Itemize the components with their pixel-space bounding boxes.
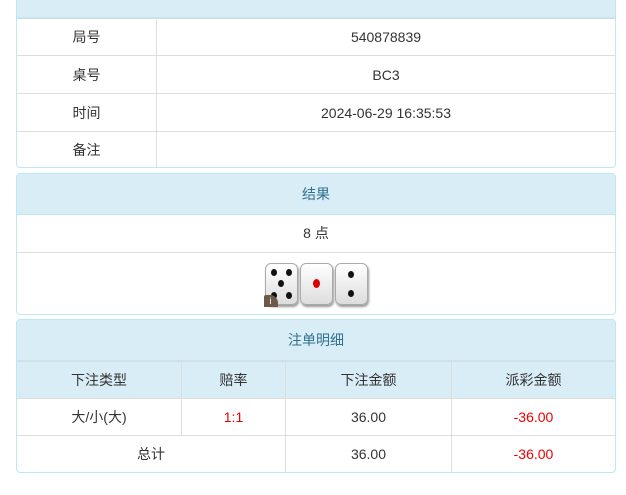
round-label: 局号 bbox=[17, 18, 157, 56]
payout: -36.00 bbox=[451, 398, 615, 436]
die-five: i bbox=[263, 263, 298, 307]
order-table: 局号 540878839 桌号 BC3 时间 2024-06-29 16:35:53 … bbox=[17, 18, 615, 167]
total-row: 总计 36.00 -36.00 bbox=[17, 435, 615, 472]
result-panel-header: 结果 bbox=[17, 174, 615, 215]
die-two bbox=[334, 263, 368, 305]
bet-type: 大/小(大) bbox=[17, 398, 182, 436]
col-bet-amount: 下注金额 bbox=[285, 361, 452, 399]
table-row: 桌号 BC3 bbox=[17, 55, 615, 94]
table-value: BC3 bbox=[156, 55, 615, 94]
remark-value bbox=[156, 131, 615, 167]
table-row: 备注 bbox=[17, 131, 615, 167]
bet-amount: 36.00 bbox=[285, 398, 452, 436]
result-points: 8 点 bbox=[17, 215, 615, 253]
table-row: 大/小(大) 1:1 36.00 -36.00 bbox=[17, 398, 615, 436]
total-label: 总计 bbox=[17, 435, 286, 472]
col-odds: 赔率 bbox=[181, 361, 286, 399]
details-table: 下注类型 赔率 下注金额 派彩金额 大/小(大) 1:1 36.00 -36.0… bbox=[17, 361, 615, 472]
col-bet-type: 下注类型 bbox=[17, 361, 182, 399]
details-panel: 注单明细 下注类型 赔率 下注金额 派彩金额 大/小(大) 1:1 36.00 … bbox=[16, 319, 616, 473]
result-panel: 结果 8 点 i bbox=[16, 173, 616, 315]
table-row: 时间 2024-06-29 16:35:53 bbox=[17, 93, 615, 132]
odds: 1:1 bbox=[181, 398, 286, 436]
remark-label: 备注 bbox=[17, 131, 157, 167]
time-value: 2024-06-29 16:35:53 bbox=[156, 93, 615, 132]
col-payout: 派彩金额 bbox=[451, 361, 615, 399]
table-row: 局号 540878839 bbox=[17, 18, 615, 56]
dice-row: i bbox=[17, 253, 615, 314]
time-label: 时间 bbox=[17, 93, 157, 132]
die-one bbox=[299, 263, 333, 305]
total-payout: -36.00 bbox=[451, 435, 615, 472]
total-bet: 36.00 bbox=[285, 435, 452, 472]
info-icon[interactable]: i bbox=[263, 295, 278, 307]
details-panel-header: 注单明细 bbox=[17, 320, 615, 361]
table-header-row: 下注类型 赔率 下注金额 派彩金额 bbox=[17, 361, 615, 399]
order-panel-header: 注单 bbox=[17, 0, 615, 18]
table-label: 桌号 bbox=[17, 55, 157, 94]
round-value: 540878839 bbox=[156, 18, 615, 56]
